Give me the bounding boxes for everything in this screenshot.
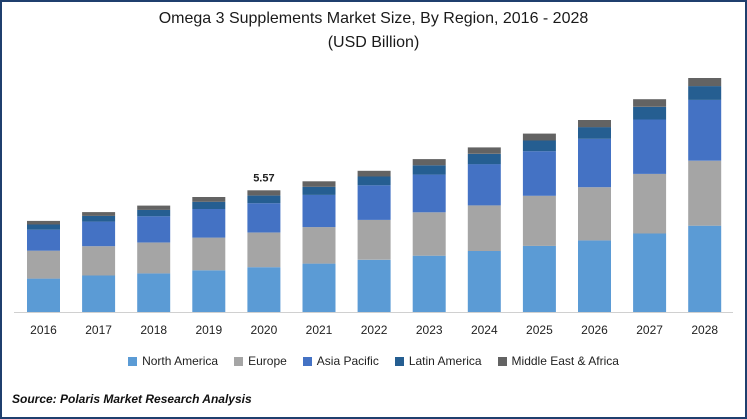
bar-segment-2025-3 [522,140,556,152]
bar-segment-2028-1 [688,160,722,226]
bar-segment-2028-3 [688,86,722,100]
bar-segment-2025-4 [522,133,556,141]
legend-swatch [302,356,312,366]
legend-item: Asia Pacific [302,354,379,368]
bar-segment-2025-0 [522,245,556,312]
bar-segment-2027-4 [633,99,667,107]
bar-segment-2016-1 [27,250,60,279]
bar-segment-2021-2 [302,194,336,228]
bar-segment-2017-1 [82,246,116,276]
legend-label: Asia Pacific [316,354,379,368]
bar-segment-2023-0 [412,255,446,312]
legend-swatch [128,356,138,366]
bar-segment-2020-4 [247,190,281,196]
x-tick-label: 2018 [140,323,167,337]
bar-segment-2024-2 [467,164,501,206]
bar-segment-2018-3 [137,209,171,217]
x-tick-label: 2020 [251,323,278,337]
bar-segment-2025-2 [522,151,556,196]
bar-segment-2016-2 [27,229,60,251]
legend-swatch [234,356,244,366]
bar-segment-2018-1 [137,242,171,274]
bar-segment-2017-4 [82,212,116,216]
data-label-2020: 5.57 [253,172,274,184]
bar-segment-2021-3 [302,186,336,195]
bar-segment-2027-3 [633,106,667,120]
bar-segment-2019-3 [192,201,226,209]
x-tick-label: 2024 [471,323,498,337]
bar-segment-2022-1 [357,219,391,260]
bar-segment-2028-2 [688,99,722,161]
bar-segment-2027-2 [633,119,667,174]
bar-segment-2020-3 [247,195,281,204]
legend-item: North America [128,354,218,368]
bar-segment-2023-2 [412,174,446,213]
bar-segment-2017-2 [82,221,116,247]
chart-subtitle: (USD Billion) [327,34,420,51]
source-note: Source: Polaris Market Research Analysis [12,392,252,406]
x-tick-label: 2022 [361,323,388,337]
bar-segment-2016-0 [27,278,60,312]
chart-legend: North America Europe Asia Pacific Latin Ame… [0,354,747,368]
bar-segment-2026-3 [578,127,611,139]
bar-segment-2019-2 [192,209,226,238]
bar-segment-2019-0 [192,270,226,312]
legend-item: Europe [234,354,287,368]
bar-segment-2024-1 [467,205,501,251]
legend-label: Middle East & Africa [511,354,619,368]
bar-segment-2026-0 [578,240,611,312]
legend-item: Latin America [394,354,482,368]
x-tick-label: 2019 [195,323,222,337]
bar-segment-2026-2 [578,138,611,188]
chart-title: Omega 3 Supplements Market Size, By Regi… [158,10,589,27]
bar-segment-2020-1 [247,232,281,268]
legend-swatch [394,356,404,366]
x-tick-label: 2025 [526,323,553,337]
bar-segment-2026-4 [578,120,611,128]
x-tick-label: 2023 [416,323,443,337]
x-tick-label: 2028 [691,323,718,337]
bar-segment-2022-0 [357,259,391,312]
bar-segment-2024-0 [467,250,501,312]
bar-segment-2021-0 [302,263,336,312]
bar-segment-2022-3 [357,176,391,186]
bar-segment-2022-4 [357,170,391,177]
x-tick-label: 2017 [85,323,112,337]
bar-segment-2017-0 [82,275,116,312]
bar-segment-2026-1 [578,187,611,241]
x-tick-label: 2016 [30,323,57,337]
x-tick-label: 2026 [581,323,608,337]
bar-segment-2023-4 [412,159,446,166]
bar-segment-2027-0 [633,233,667,312]
bar-segment-2016-4 [27,220,60,225]
legend-swatch [497,356,507,366]
bar-segment-2021-4 [302,181,336,187]
bar-segment-2018-4 [137,205,171,210]
legend-label: North America [142,354,219,368]
bar-segment-2025-1 [522,195,556,246]
bar-segment-2018-2 [137,216,171,243]
bar-segment-2022-2 [357,185,391,220]
bar-segment-2020-2 [247,203,281,233]
bar-segment-2019-4 [192,197,226,202]
legend-label: Europe [248,354,287,368]
bar-segment-2020-0 [247,267,281,312]
bar-segment-2028-4 [688,78,722,87]
bar-segment-2028-0 [688,225,722,312]
legend-item: Middle East & Africa [497,354,619,368]
bar-segment-2024-4 [467,147,501,154]
bar-segment-2017-3 [82,215,116,222]
legend-label: Latin America [408,354,482,368]
bar-segment-2021-1 [302,227,336,264]
bar-segment-2027-1 [633,173,667,234]
bar-segment-2018-0 [137,273,171,312]
bar-segment-2024-3 [467,153,501,165]
bar-segment-2016-3 [27,224,60,230]
bar-segment-2023-1 [412,212,446,256]
bar-segment-2019-1 [192,237,226,271]
x-tick-label: 2021 [306,323,333,337]
x-tick-label: 2027 [636,323,663,337]
bar-segment-2023-3 [412,165,446,175]
